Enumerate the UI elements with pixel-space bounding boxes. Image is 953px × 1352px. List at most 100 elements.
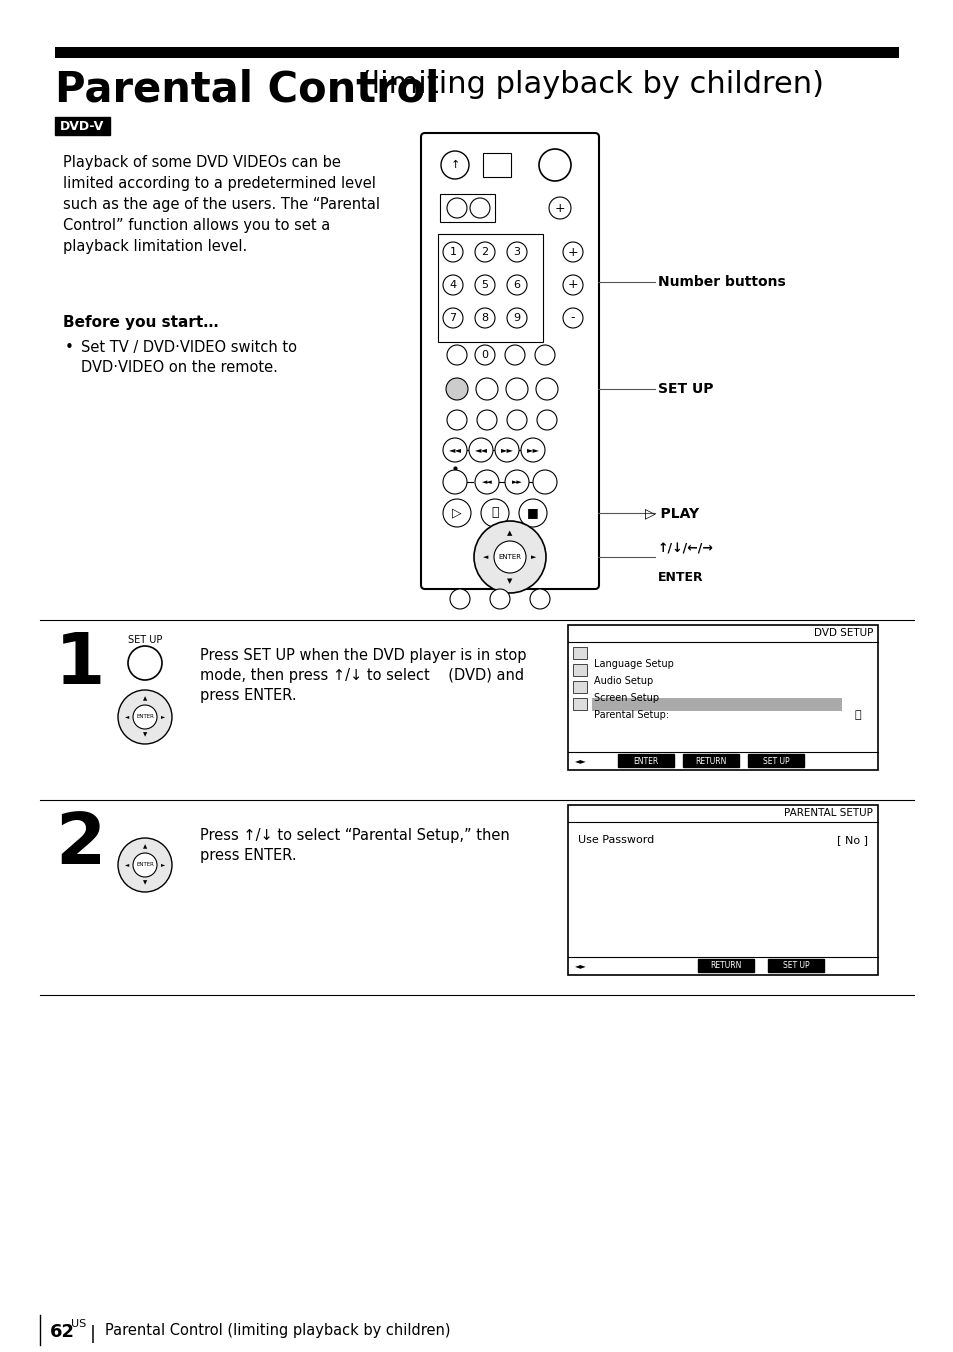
- Text: mode, then press ↑/↓ to select    (DVD) and: mode, then press ↑/↓ to select (DVD) and: [200, 668, 523, 683]
- Text: Playback of some DVD VIDEOs can be: Playback of some DVD VIDEOs can be: [63, 155, 340, 170]
- Circle shape: [536, 379, 558, 400]
- Circle shape: [447, 345, 467, 365]
- FancyBboxPatch shape: [420, 132, 598, 589]
- Text: ENTER: ENTER: [136, 863, 153, 868]
- Text: Parental Control: Parental Control: [55, 68, 439, 110]
- Text: ►►: ►►: [511, 479, 522, 485]
- Circle shape: [506, 274, 526, 295]
- Text: 62: 62: [50, 1324, 75, 1341]
- Text: ENTER: ENTER: [136, 714, 153, 719]
- Circle shape: [475, 274, 495, 295]
- Circle shape: [474, 521, 545, 594]
- Text: ►: ►: [531, 554, 537, 560]
- Text: RETURN: RETURN: [710, 961, 740, 971]
- Circle shape: [470, 197, 490, 218]
- Circle shape: [538, 149, 571, 181]
- Circle shape: [476, 379, 497, 400]
- Text: 4: 4: [449, 280, 456, 289]
- Text: |: |: [90, 1325, 96, 1343]
- Text: ►►: ►►: [526, 446, 539, 454]
- Text: 0: 0: [481, 350, 488, 360]
- Circle shape: [475, 345, 495, 365]
- Text: Control” function allows you to set a: Control” function allows you to set a: [63, 218, 330, 233]
- Text: ◄◄: ◄◄: [448, 446, 461, 454]
- Circle shape: [442, 499, 471, 527]
- Text: Audio Setup: Audio Setup: [594, 676, 653, 685]
- Text: DVD-V: DVD-V: [60, 120, 105, 134]
- Circle shape: [118, 838, 172, 892]
- Text: ◄: ◄: [125, 863, 129, 868]
- Circle shape: [520, 438, 544, 462]
- Text: ►: ►: [161, 714, 165, 719]
- Circle shape: [530, 589, 550, 608]
- Circle shape: [442, 470, 467, 493]
- Text: ◄◄: ◄◄: [474, 446, 487, 454]
- Text: ◄◄: ◄◄: [481, 479, 492, 485]
- Circle shape: [447, 197, 467, 218]
- Circle shape: [442, 242, 462, 262]
- Text: +: +: [567, 279, 578, 292]
- Bar: [592, 698, 841, 711]
- Circle shape: [548, 197, 571, 219]
- Text: Before you start…: Before you start…: [63, 315, 218, 330]
- Text: [ No ]: [ No ]: [836, 836, 867, 845]
- Text: ⎘: ⎘: [854, 710, 861, 721]
- Text: ►►: ►►: [500, 446, 513, 454]
- Circle shape: [533, 470, 557, 493]
- Circle shape: [118, 690, 172, 744]
- Text: Screen Setup: Screen Setup: [594, 694, 659, 703]
- Text: +: +: [554, 201, 565, 215]
- Text: such as the age of the users. The “Parental: such as the age of the users. The “Paren…: [63, 197, 379, 212]
- Text: ↑: ↑: [450, 160, 459, 170]
- Text: ENTER: ENTER: [633, 757, 658, 765]
- Circle shape: [537, 410, 557, 430]
- Text: ▲: ▲: [507, 530, 512, 535]
- Bar: [567, 804, 877, 975]
- Circle shape: [475, 308, 495, 329]
- Text: 7: 7: [449, 314, 456, 323]
- Circle shape: [494, 541, 525, 573]
- Circle shape: [476, 410, 497, 430]
- Text: playback limitation level.: playback limitation level.: [63, 239, 247, 254]
- Bar: [573, 698, 586, 710]
- Bar: [55, 47, 898, 58]
- Text: 6: 6: [513, 280, 520, 289]
- Text: •: •: [65, 339, 73, 356]
- Bar: [573, 681, 586, 694]
- Text: 1: 1: [449, 247, 456, 257]
- Circle shape: [506, 242, 526, 262]
- Circle shape: [506, 410, 526, 430]
- Text: Press ↑/↓ to select “Parental Setup,” then: Press ↑/↓ to select “Parental Setup,” th…: [200, 827, 509, 844]
- Text: press ENTER.: press ENTER.: [200, 848, 296, 863]
- Text: +: +: [567, 246, 578, 258]
- Text: ▼: ▼: [507, 579, 512, 584]
- Text: SET UP: SET UP: [658, 383, 713, 396]
- Text: ▼: ▼: [143, 880, 147, 886]
- Text: Set TV / DVD·VIDEO switch to: Set TV / DVD·VIDEO switch to: [81, 339, 296, 356]
- Bar: [437, 234, 542, 342]
- Text: Use Password: Use Password: [578, 836, 654, 845]
- Text: Press SET UP when the DVD player is in stop: Press SET UP when the DVD player is in s…: [200, 648, 526, 662]
- Circle shape: [562, 274, 582, 295]
- Text: ↑/↓/←/→: ↑/↓/←/→: [658, 542, 713, 556]
- Circle shape: [562, 308, 582, 329]
- Text: 2: 2: [55, 810, 105, 879]
- Circle shape: [562, 242, 582, 262]
- Circle shape: [132, 704, 157, 729]
- Circle shape: [480, 499, 509, 527]
- Text: limited according to a predetermined level: limited according to a predetermined lev…: [63, 176, 375, 191]
- Bar: [573, 664, 586, 676]
- Bar: [55, 118, 110, 135]
- Text: ⏸: ⏸: [491, 507, 498, 519]
- Text: ▷: ▷: [452, 507, 461, 519]
- Text: ◄►: ◄►: [575, 961, 586, 971]
- Circle shape: [442, 438, 467, 462]
- Circle shape: [132, 853, 157, 877]
- Circle shape: [442, 274, 462, 295]
- Bar: [482, 153, 511, 177]
- Bar: [618, 754, 673, 767]
- Circle shape: [440, 151, 469, 178]
- Text: 1: 1: [55, 630, 105, 699]
- Circle shape: [495, 438, 518, 462]
- Text: ENTER: ENTER: [658, 571, 703, 584]
